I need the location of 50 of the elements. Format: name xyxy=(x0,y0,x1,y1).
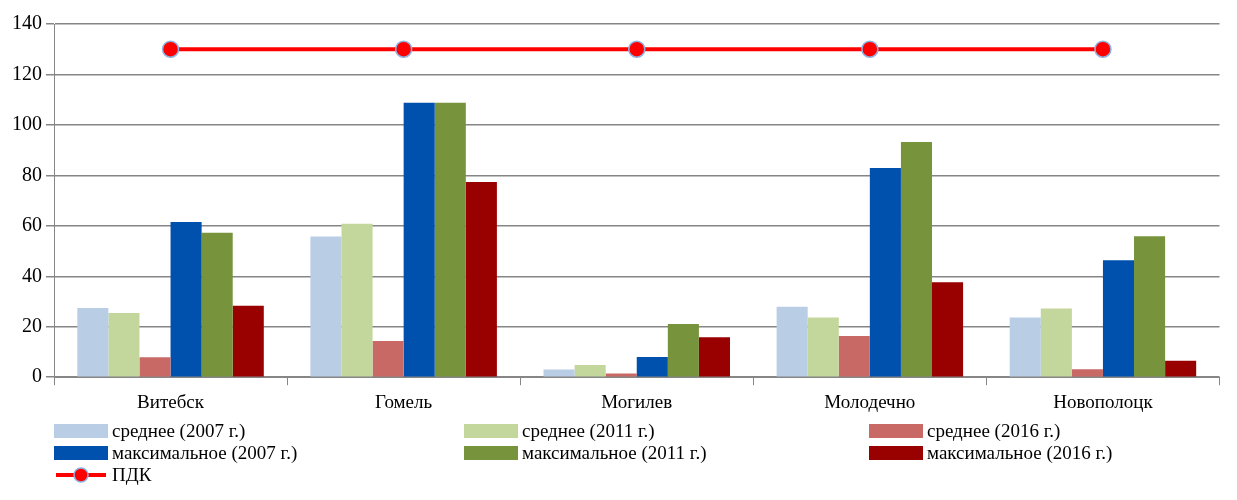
bar xyxy=(1071,369,1103,377)
bar xyxy=(543,369,575,377)
bar xyxy=(900,142,933,377)
bar xyxy=(1102,260,1135,377)
bar xyxy=(698,337,730,377)
y-tick-label: 80 xyxy=(22,162,42,185)
bar xyxy=(310,236,342,377)
bar xyxy=(807,317,839,377)
bar xyxy=(108,313,140,377)
bar xyxy=(170,222,202,377)
bar xyxy=(574,365,606,377)
bar xyxy=(201,232,233,377)
bar xyxy=(1165,360,1197,377)
bar xyxy=(232,305,264,377)
bar xyxy=(869,168,901,377)
legend-label: максимальное (2016 г.) xyxy=(927,442,1113,464)
y-tick-label: 60 xyxy=(22,213,42,236)
bar xyxy=(403,102,435,377)
y-tick-label: 120 xyxy=(12,61,42,84)
legend-label: ПДК xyxy=(112,464,152,486)
legend-label: максимальное (2011 г.) xyxy=(522,442,707,464)
y-tick-label: 20 xyxy=(22,313,42,336)
y-tick-label: 140 xyxy=(12,11,42,34)
x-tick-label: Новополоцк xyxy=(1053,390,1154,412)
bar xyxy=(605,373,637,377)
legend-label: среднее (2016 г.) xyxy=(927,420,1061,442)
bar xyxy=(465,181,497,377)
bar xyxy=(372,341,404,377)
y-tick-label: 0 xyxy=(32,364,42,387)
bar xyxy=(77,308,109,377)
x-tick-label: Молодечно xyxy=(824,390,916,412)
bar xyxy=(341,223,373,377)
legend-label: максимальное (2007 г.) xyxy=(112,442,298,464)
legend-label: среднее (2007 г.) xyxy=(112,420,246,442)
legend-label: среднее (2011 г.) xyxy=(522,420,655,442)
x-tick-label: Витебск xyxy=(137,390,205,412)
bar xyxy=(667,323,699,377)
x-tick-label: Гомель xyxy=(375,390,433,412)
bar xyxy=(139,357,171,377)
bar xyxy=(932,282,964,377)
bar xyxy=(434,102,466,377)
bar xyxy=(1040,308,1072,377)
bar xyxy=(1009,317,1041,377)
x-tick-label: Могилев xyxy=(601,390,673,412)
bar xyxy=(838,336,870,377)
y-tick-label: 40 xyxy=(22,263,42,286)
y-tick-label: 100 xyxy=(12,112,42,135)
bar xyxy=(636,357,668,377)
bar xyxy=(1134,236,1166,377)
bar xyxy=(776,306,808,377)
